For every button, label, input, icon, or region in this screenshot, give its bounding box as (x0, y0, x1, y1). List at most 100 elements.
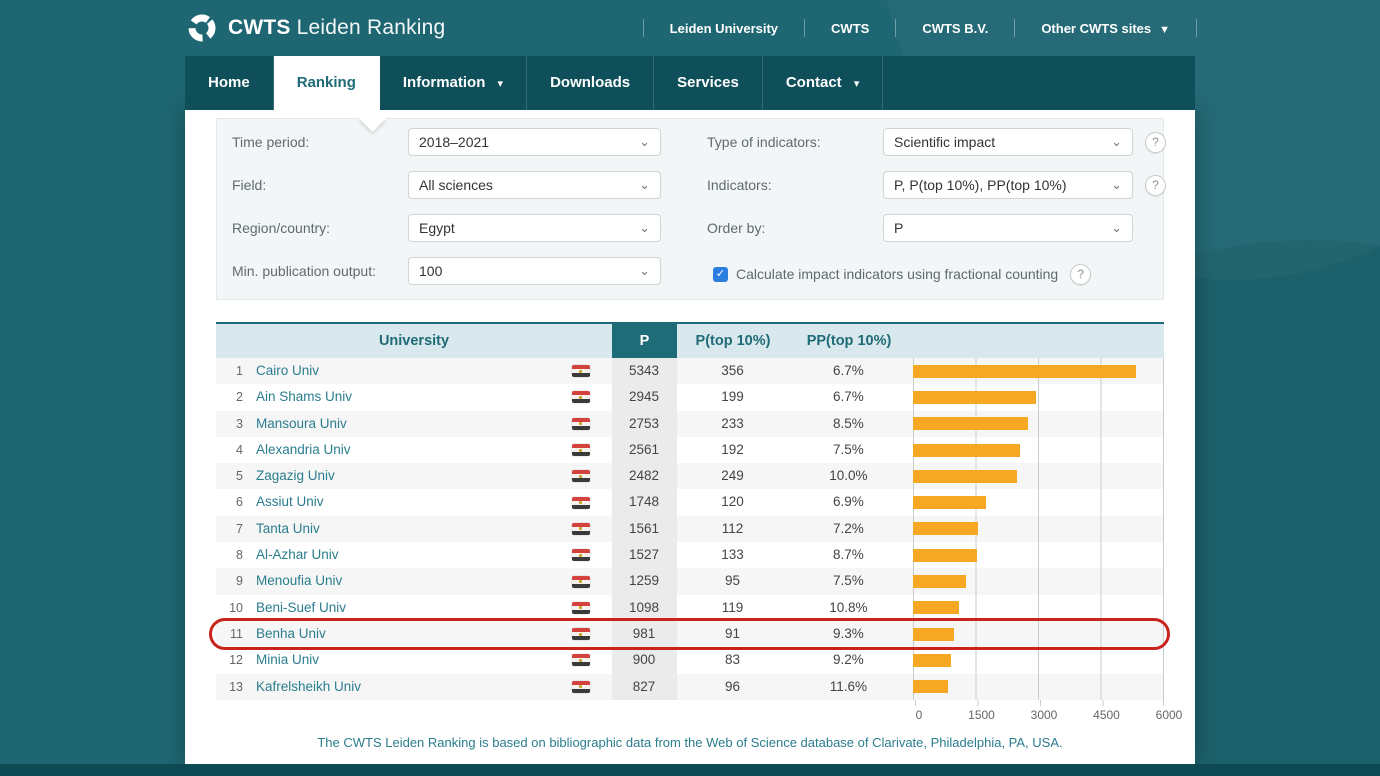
axis-tick-label: 4500 (1093, 707, 1120, 722)
p-cell: 1098 (611, 594, 677, 621)
top-links: Leiden University CWTS CWTS B.V. Other C… (642, 19, 1197, 37)
table-row: 8 Al-Azhar Univ 1527 133 8.7% (216, 542, 1164, 569)
p-cell: 2753 (611, 410, 677, 437)
bar-chart-cell (913, 489, 1164, 516)
table-header: University P P(top 10%) PP(top 10%) (216, 324, 1164, 358)
university-link[interactable]: Assiut Univ (255, 494, 324, 510)
field-select[interactable]: All sciences ⌄ (408, 171, 661, 199)
university-link[interactable]: Menoufia Univ (255, 573, 343, 589)
ranking-table: University P P(top 10%) PP(top 10%) 1 Ca… (209, 322, 1182, 726)
ptop10-cell: 83 (724, 652, 740, 668)
egypt-flag-icon (571, 601, 590, 614)
indicators-select[interactable]: P, P(top 10%), PP(top 10%) ⌄ (883, 171, 1133, 199)
nav-tab-downloads[interactable]: Downloads (527, 56, 655, 110)
main-nav: Home Ranking Information ▾ Downloads Ser… (185, 56, 1195, 110)
university-link[interactable]: Tanta Univ (255, 520, 320, 536)
brand[interactable]: CWTS Leiden Ranking (185, 11, 445, 45)
p-cell: 1527 (611, 542, 677, 569)
table-row: 4 Alexandria Univ 2561 192 7.5% (216, 436, 1164, 464)
nav-tab-ranking[interactable]: Ranking (273, 56, 380, 110)
divider (895, 19, 897, 37)
table-row: 1 Cairo Univ 5343 356 6.7% (216, 358, 1164, 385)
p-cell: 5343 (611, 358, 677, 385)
ptop10-cell: 133 (721, 547, 744, 563)
fractional-counting-checkbox[interactable]: ✓ (713, 266, 728, 282)
p-cell: 981 (611, 620, 677, 648)
bar-chart-cell (913, 515, 1164, 543)
toplink-cwts[interactable]: CWTS (831, 20, 870, 36)
table-row: 2 Ain Shams Univ 2945 199 6.7% (216, 384, 1164, 411)
column-header-ptop10[interactable]: P(top 10%) (695, 333, 771, 349)
help-icon[interactable]: ? (1145, 131, 1166, 153)
university-link[interactable]: Al-Azhar Univ (255, 547, 339, 563)
table-row: 13 Kafrelsheikh Univ 827 96 11.6% (216, 673, 1164, 700)
bar-chart-cell (913, 410, 1164, 437)
toplink-other-cwts-sites[interactable]: Other CWTS sites ▼ (1041, 20, 1170, 36)
university-link[interactable]: Kafrelsheikh Univ (255, 678, 362, 694)
filter-time-period: Time period: 2018–2021 ⌄ (232, 128, 661, 156)
p-cell: 900 (611, 647, 677, 674)
time-period-select[interactable]: 2018–2021 ⌄ (408, 128, 661, 156)
rank-cell: 2 (236, 390, 243, 405)
pptop10-cell: 8.7% (832, 547, 864, 563)
pptop10-cell: 9.3% (832, 625, 864, 641)
help-icon[interactable]: ? (1070, 263, 1092, 285)
pptop10-cell: 6.7% (832, 389, 864, 405)
order-by-select[interactable]: P ⌄ (883, 214, 1133, 242)
egypt-flag-icon (571, 391, 590, 404)
column-header-p[interactable]: P (612, 324, 677, 358)
table-row: 5 Zagazig Univ 2482 249 10.0% (216, 463, 1164, 490)
p-cell: 1259 (611, 568, 677, 595)
table-row: 3 Mansoura Univ 2753 233 8.5% (216, 410, 1164, 437)
column-header-pptop10[interactable]: PP(top 10%) (806, 333, 892, 349)
toplink-leiden-university[interactable]: Leiden University (669, 20, 779, 36)
min-publication-output-select[interactable]: 100 ⌄ (408, 257, 661, 285)
table-body: 1 Cairo Univ 5343 356 6.7% 2 Ain Shams U… (209, 358, 1170, 700)
bar-chart-cell (913, 463, 1164, 490)
nav-tab-contact[interactable]: Contact ▾ (763, 56, 884, 110)
university-link[interactable]: Cairo Univ (255, 363, 319, 378)
rank-cell: 11 (229, 626, 243, 641)
region-country-select[interactable]: Egypt ⌄ (408, 214, 661, 242)
help-icon[interactable]: ? (1145, 174, 1166, 196)
rank-cell: 3 (236, 416, 243, 431)
egypt-flag-icon (571, 365, 590, 378)
nav-tab-services[interactable]: Services (654, 56, 763, 110)
bottom-bar (0, 764, 1380, 776)
table-row: 10 Beni-Suef Univ 1098 119 10.8% (216, 594, 1164, 621)
university-link[interactable]: Benha Univ (255, 625, 326, 641)
pptop10-cell: 8.5% (832, 415, 864, 431)
column-header-university[interactable]: University (378, 333, 450, 349)
chevron-down-icon: ⌄ (639, 220, 650, 235)
egypt-flag-icon (571, 522, 590, 535)
university-link[interactable]: Ain Shams Univ (255, 389, 353, 405)
bar-chart-cell (913, 620, 1164, 648)
egypt-flag-icon (571, 549, 590, 562)
p-value-bar (913, 469, 1017, 483)
nav-tab-information[interactable]: Information ▾ (380, 56, 528, 110)
rank-cell: 5 (236, 469, 243, 484)
egypt-flag-icon (571, 444, 590, 457)
filter-min-publication-output: Min. publication output: 100 ⌄ (232, 257, 661, 285)
bar-chart-cell (913, 358, 1164, 385)
p-value-bar (913, 417, 1028, 431)
chevron-down-icon: ▼ (1159, 23, 1170, 36)
university-link[interactable]: Alexandria Univ (255, 441, 351, 457)
p-value-bar (913, 496, 987, 510)
pptop10-cell: 7.2% (832, 520, 864, 536)
nav-tab-home[interactable]: Home (185, 56, 274, 110)
axis-tick-label: 0 (915, 707, 923, 722)
university-link[interactable]: Mansoura Univ (255, 415, 347, 431)
axis-tick-label: 6000 (1155, 707, 1183, 722)
table-row: 9 Menoufia Univ 1259 95 7.5% (216, 568, 1164, 595)
footer-note: The CWTS Leiden Ranking is based on bibl… (317, 735, 1063, 750)
ptop10-cell: 233 (721, 415, 744, 431)
p-value-bar (913, 443, 1020, 457)
university-link[interactable]: Beni-Suef Univ (255, 599, 347, 615)
university-link[interactable]: Minia Univ (255, 652, 319, 668)
university-link[interactable]: Zagazig Univ (255, 468, 335, 484)
toplink-cwts-bv[interactable]: CWTS B.V. (922, 20, 989, 36)
ptop10-cell: 192 (721, 441, 744, 457)
type-of-indicators-select[interactable]: Scientific impact ⌄ (883, 128, 1133, 156)
